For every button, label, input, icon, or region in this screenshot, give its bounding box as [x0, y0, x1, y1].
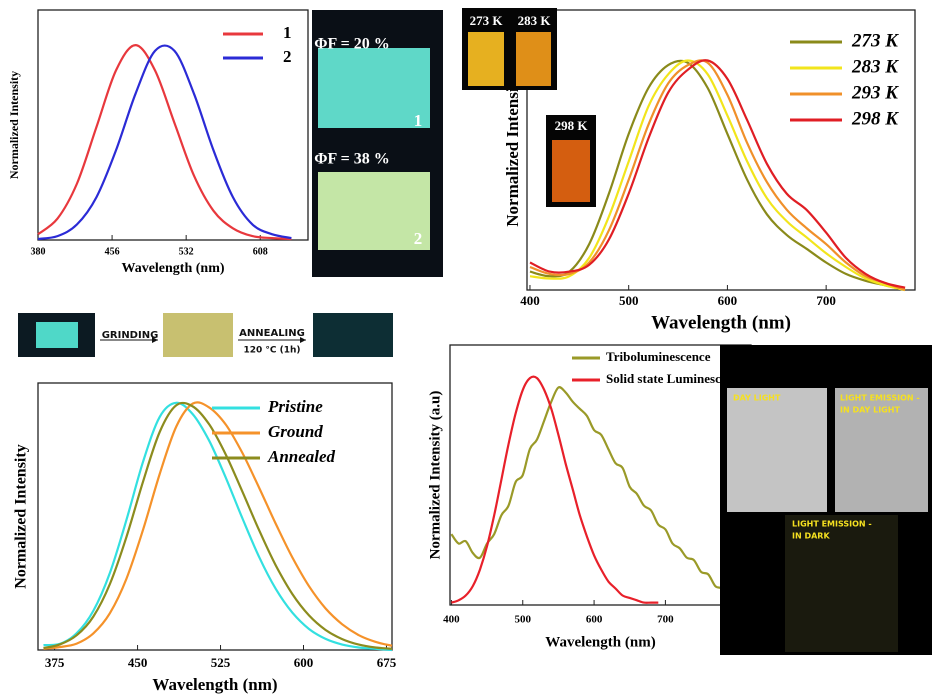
annotation: DAY LIGHT: [733, 394, 781, 403]
legend-label: 283 K: [851, 56, 899, 77]
spectrum-line: [451, 377, 658, 603]
legend-label: Annealed: [267, 447, 336, 466]
x-tick-label: 700: [657, 614, 674, 626]
x-tick-label: 400: [520, 293, 540, 308]
x-tick-label: 532: [179, 246, 194, 257]
y-axis-label: Normalized Intensity: [13, 444, 30, 588]
x-tick-label: 700: [816, 293, 836, 308]
photo: [313, 313, 393, 357]
photo: [727, 388, 827, 512]
x-tick-label: 450: [128, 655, 148, 670]
spectrum-line: [38, 45, 291, 239]
plot-frame: [38, 383, 392, 650]
x-axis-label: Wavelength (nm): [152, 675, 277, 694]
photo: [552, 140, 590, 202]
x-tick-label: 456: [105, 246, 120, 257]
annotation: ΦF = 20 %: [314, 36, 390, 53]
legend-label: Solid state Luminescence: [606, 371, 746, 386]
photo: [36, 322, 78, 348]
photo: [468, 32, 504, 86]
annotation: 298 K: [555, 118, 589, 133]
annotation: ΦF = 38 %: [314, 151, 390, 168]
x-tick-label: 600: [718, 293, 738, 308]
x-tick-label: 400: [443, 614, 460, 626]
legend-label: 1: [283, 23, 292, 42]
annotation: 1: [414, 111, 423, 130]
photo: [516, 32, 551, 86]
annotation: ANNEALING: [239, 328, 305, 339]
x-tick-label: 500: [515, 614, 532, 626]
legend-label: Triboluminescence: [606, 349, 711, 364]
y-axis-label: Normalized Intensity: [7, 71, 21, 179]
annotation: 120 °C (1h): [243, 346, 300, 356]
annotation: LIGHT EMISSION -: [792, 520, 872, 529]
x-axis-label: Wavelength (nm): [651, 312, 791, 333]
y-axis-label: Normalized Intensity (a.u): [427, 391, 443, 560]
legend-label: 273 K: [851, 30, 899, 51]
legend-label: 293 K: [851, 82, 899, 103]
legend-label: Ground: [268, 422, 323, 441]
y-axis-label: Normalized Intensity: [503, 73, 522, 227]
spectrum-line: [44, 403, 393, 649]
legend-label: 2: [283, 47, 292, 66]
annotation: 283 K: [518, 13, 552, 28]
x-tick-label: 608: [253, 246, 268, 257]
annotation: GRINDING: [102, 330, 159, 341]
x-tick-label: 525: [211, 655, 231, 670]
annotation: 273 K: [470, 13, 504, 28]
x-axis-label: Wavelength (nm): [545, 634, 655, 650]
x-tick-label: 675: [377, 655, 397, 670]
photo: [163, 313, 233, 357]
x-tick-label: 380: [31, 246, 46, 257]
annotation: IN DAY LIGHT: [840, 406, 900, 415]
x-tick-label: 375: [45, 655, 65, 670]
x-axis-label: Wavelength (nm): [121, 261, 224, 276]
annotation: 2: [414, 229, 423, 248]
spectrum-line: [38, 46, 291, 239]
spectrum-line: [451, 387, 736, 598]
figure: 380 456 532 608 Wavelength (nm) Normalized In…: [0, 0, 932, 696]
x-tick-label: 600: [294, 655, 314, 670]
x-tick-label: 500: [619, 293, 639, 308]
legend-label: 298 K: [851, 108, 899, 129]
x-tick-label: 600: [586, 614, 603, 626]
annotation: LIGHT EMISSION -: [840, 394, 920, 403]
legend-label: Pristine: [267, 397, 323, 416]
annotation: IN DARK: [792, 532, 830, 541]
plot-frame: [38, 10, 308, 240]
